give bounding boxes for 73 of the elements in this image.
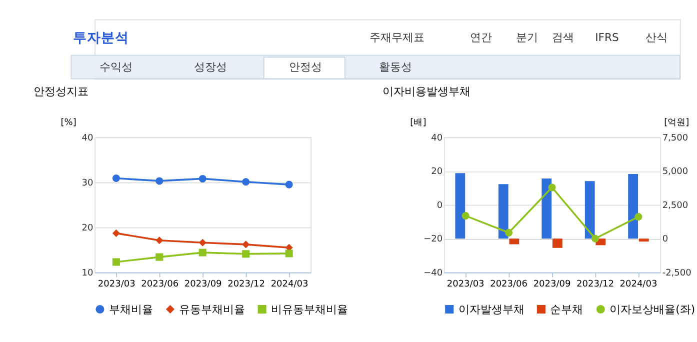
x-tick-label: 2023/03 <box>98 279 136 290</box>
bar <box>542 178 552 239</box>
y-tick-label: 40 <box>82 133 94 144</box>
text: 성장성 <box>194 60 228 74</box>
x-tick-label: 2023/09 <box>184 279 222 290</box>
y-tick-label: −20 <box>424 234 443 245</box>
legend-label: 이자보상배율(좌) <box>610 302 696 316</box>
chart-title: 안정성지표 <box>33 84 88 98</box>
point <box>156 253 164 261</box>
x-tick-label: 2023/06 <box>141 279 179 290</box>
point <box>505 228 513 236</box>
x-tick-label: 2023/06 <box>490 279 528 290</box>
point <box>285 180 293 188</box>
y2-tick-label: 5,000 <box>662 167 688 178</box>
bar <box>584 181 595 239</box>
y2-tick-label: 0 <box>662 234 668 245</box>
point <box>156 236 164 244</box>
legend-label: 부채비율 <box>108 302 153 316</box>
y2-tick-label: -2,500 <box>662 268 692 279</box>
x-tick-label: 2023/09 <box>533 279 571 290</box>
x-tick-label: 2023/12 <box>228 279 265 290</box>
point <box>242 240 250 248</box>
y-tick-label: 10 <box>82 268 94 279</box>
y-tick-label: 30 <box>82 178 94 188</box>
legend-label: 이자발생부채 <box>458 302 524 316</box>
x-tick-label: 2023/03 <box>446 279 484 290</box>
y-tick-label: 0 <box>436 200 443 211</box>
bar <box>628 174 638 239</box>
point <box>462 212 470 220</box>
x-tick-label: 2023/12 <box>576 279 614 290</box>
text: 검색 <box>552 30 574 44</box>
x-tick-label: 2024/03 <box>270 279 308 290</box>
x-tick-label: 2024/03 <box>620 279 658 290</box>
point <box>285 250 293 258</box>
legend-label: 유동부채비율 <box>179 302 246 316</box>
y-axis-title: [%] <box>60 118 76 128</box>
point <box>591 234 600 242</box>
text: 분기 <box>516 30 538 44</box>
legend-label: 순부채 <box>550 302 584 316</box>
point <box>634 213 642 221</box>
point <box>198 248 206 256</box>
point <box>112 258 120 266</box>
point <box>112 174 120 182</box>
text: 안정성 <box>288 60 322 74</box>
legend-label: 비유동부채비율 <box>271 302 348 316</box>
y-tick-label: 40 <box>431 133 443 144</box>
y-tick-label: 20 <box>82 223 94 234</box>
y-tick-label: 20 <box>431 167 443 178</box>
bar <box>552 238 562 248</box>
point <box>198 238 206 246</box>
point <box>242 250 250 258</box>
chart-title: 이자비용발생부채 <box>382 84 471 98</box>
point <box>548 184 556 192</box>
bar <box>509 238 520 244</box>
text: 산식 <box>645 30 668 44</box>
point <box>198 174 206 182</box>
text: 투자분석 <box>72 30 129 46</box>
y-tick-label: −40 <box>424 268 443 279</box>
y2-axis-title: [억원] <box>664 118 690 128</box>
text: IFRS <box>595 30 619 44</box>
text: 수익성 <box>100 60 133 74</box>
text: 연간 <box>470 30 492 44</box>
y2-tick-label: 7,500 <box>662 133 688 144</box>
bar <box>455 173 466 239</box>
point <box>242 178 250 186</box>
point <box>156 177 164 185</box>
text: 주재무제표 <box>370 30 425 44</box>
bar <box>638 238 649 242</box>
bar <box>498 184 508 239</box>
text: 활동성 <box>378 60 412 74</box>
y2-tick-label: 2,500 <box>662 200 688 211</box>
point <box>112 229 120 237</box>
y-axis-title: [배] <box>410 118 426 128</box>
